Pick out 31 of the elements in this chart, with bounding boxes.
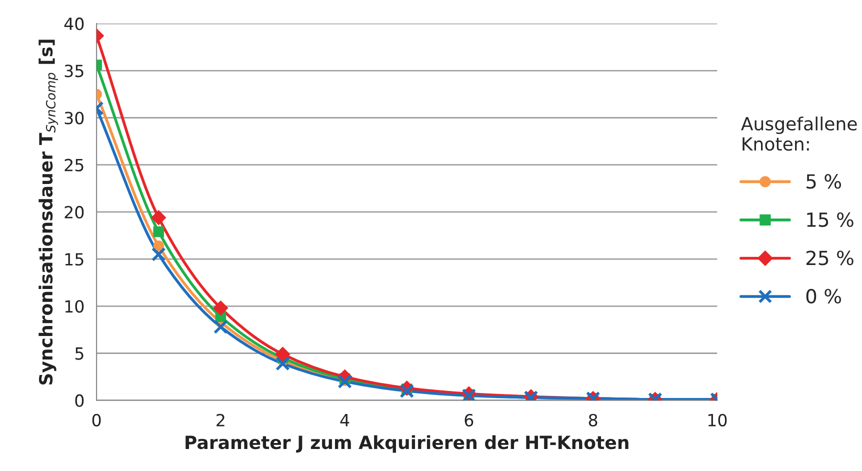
point — [338, 374, 352, 389]
y-tick-label: 15 — [65, 253, 84, 266]
y-tick-label: 35 — [64, 64, 84, 78]
legend-label: 0 % — [806, 288, 842, 304]
point — [151, 210, 166, 226]
point — [153, 240, 164, 252]
y-tick-label: 0 — [75, 394, 84, 407]
x-tick-label: 8 — [588, 414, 598, 426]
x-axis-title: Parameter J zum Akquirieren der HT-Knoten — [186, 435, 628, 453]
legend-label: 5 % — [806, 174, 842, 189]
legend-title: Ausgefallene Knoten: — [741, 116, 857, 151]
legend-label: 25 % — [806, 250, 854, 266]
y-tick-label: 30 — [64, 112, 84, 124]
x-tick-label: 0 — [92, 414, 101, 426]
x-tick-label: 10 — [708, 414, 727, 426]
legend-label: 15 % — [807, 212, 854, 228]
y-tick-label: 20 — [64, 206, 84, 219]
point — [276, 356, 290, 371]
y-tick-label: 10 — [65, 300, 84, 313]
x-tick-label: 4 — [340, 414, 350, 426]
point — [151, 247, 166, 262]
y-axis-title: Synchronisationsdauer T$_{SynComp}$ [s] — [38, 40, 58, 385]
x-tick-label: 2 — [216, 414, 224, 426]
point — [275, 346, 290, 362]
point — [213, 300, 228, 316]
y-tick-label: 40 — [64, 18, 84, 30]
y-tick-label: 5 — [75, 347, 84, 360]
point — [153, 226, 164, 238]
point — [213, 320, 228, 334]
y-tick-label: 25 — [64, 158, 84, 172]
x-tick-label: 6 — [464, 414, 474, 426]
